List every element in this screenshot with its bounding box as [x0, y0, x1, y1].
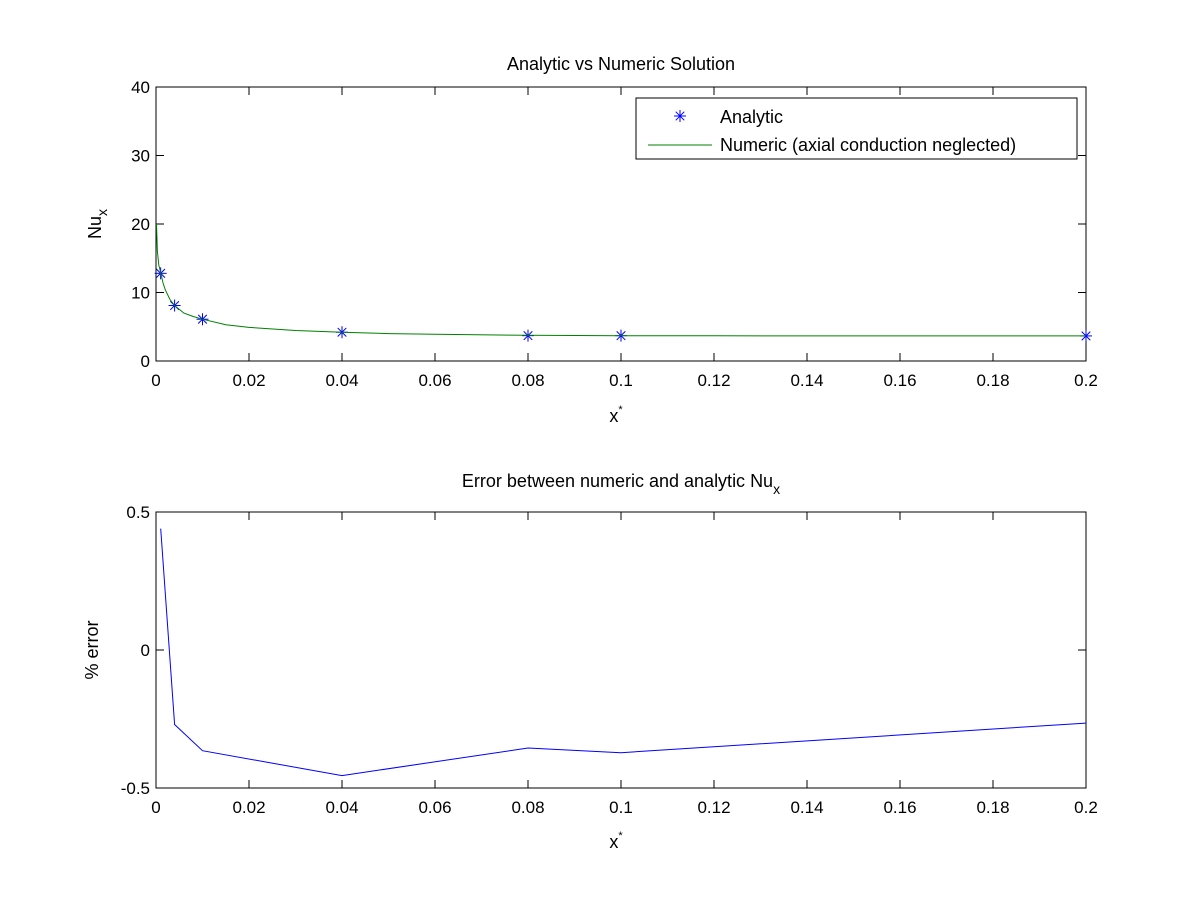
top-y-tick-label: 30 [131, 147, 150, 166]
top-y-tick-label: 0 [141, 352, 150, 371]
top-legend: Analytic Numeric (axial conduction negle… [635, 97, 1078, 160]
top-x-tick-label: 0.2 [1074, 371, 1098, 390]
bottom-x-axis-label: x* [609, 830, 623, 852]
top-x-tick-label: 0.1 [609, 371, 633, 390]
bottom-y-axis-label: % error [82, 620, 102, 679]
top-x-tick-label: 0.16 [883, 371, 916, 390]
top-x-tick-label: 0.08 [511, 371, 544, 390]
bottom-plot-area [155, 511, 1087, 789]
top-x-tick-label: 0.02 [232, 371, 265, 390]
bottom-y-tick-label: -0.5 [121, 779, 150, 798]
top-x-axis-label: x* [609, 404, 623, 426]
top-x-tick-label: 0 [151, 371, 160, 390]
bottom-x-tick-label: 0.2 [1074, 798, 1098, 817]
bottom-x-tick-label: 0.16 [883, 798, 916, 817]
top-y-tick-label: 40 [131, 78, 150, 97]
top-y-tick-label: 20 [131, 215, 150, 234]
top-x-tick-label: 0.12 [697, 371, 730, 390]
top-y-ticks: 0 10 20 30 40 [131, 78, 1086, 371]
bottom-x-tick-label: 0.08 [511, 798, 544, 817]
legend-asterisk-marker [674, 110, 686, 122]
bottom-y-tick-label: 0 [141, 641, 150, 660]
top-x-tick-label: 0.04 [325, 371, 358, 390]
bottom-x-tick-label: 0.04 [325, 798, 358, 817]
top-series [154, 223, 1092, 342]
bottom-x-tick-label: 0.06 [418, 798, 451, 817]
top-y-tick-label: 10 [131, 284, 150, 303]
bottom-series-line-0 [160, 528, 1087, 777]
legend-label-analytic: Analytic [720, 107, 783, 127]
bottom-x-tick-label: 0.18 [976, 798, 1009, 817]
legend-item-analytic: Analytic [674, 107, 783, 127]
bottom-subplot: Error between numeric and analytic Nux 0… [82, 471, 1098, 852]
bottom-series [160, 528, 1087, 777]
bottom-x-tick-label: 0.1 [609, 798, 633, 817]
bottom-x-tick-label: 0.12 [697, 798, 730, 817]
bottom-y-tick-label: 0.5 [126, 503, 150, 522]
asterisk-stroke [675, 111, 685, 121]
bottom-x-ticks: 0 0.02 0.04 0.06 0.08 0.1 0.12 0.14 0.16 0.18 0.2 [151, 512, 1098, 817]
bottom-x-tick-label: 0.02 [232, 798, 265, 817]
legend-item-numeric: Numeric (axial conduction neglected) [648, 135, 1016, 155]
bottom-x-tick-label: 0 [151, 798, 160, 817]
top-chart-title: Analytic vs Numeric Solution [507, 54, 735, 74]
top-y-axis-label: Nux [85, 209, 110, 239]
top-subplot: Analytic vs Numeric Solution 0 0.02 0.04 0.… [85, 54, 1098, 426]
bottom-chart-title: Error between numeric and analytic Nux [462, 471, 780, 497]
top-x-tick-label: 0.18 [976, 371, 1009, 390]
bottom-y-ticks: -0.5 0 0.5 [121, 503, 1086, 798]
top-x-tick-label: 0.06 [418, 371, 451, 390]
legend-label-numeric: Numeric (axial conduction neglected) [720, 135, 1016, 155]
top-x-ticks: 0 0.02 0.04 0.06 0.08 0.1 0.12 0.14 0.16 0.18 0.2 [151, 87, 1098, 390]
bottom-x-tick-label: 0.14 [790, 798, 823, 817]
legend-box [635, 97, 1078, 160]
top-x-tick-label: 0.14 [790, 371, 823, 390]
top-series-line-1 [156, 223, 1086, 337]
legend-asterisk [674, 110, 686, 122]
